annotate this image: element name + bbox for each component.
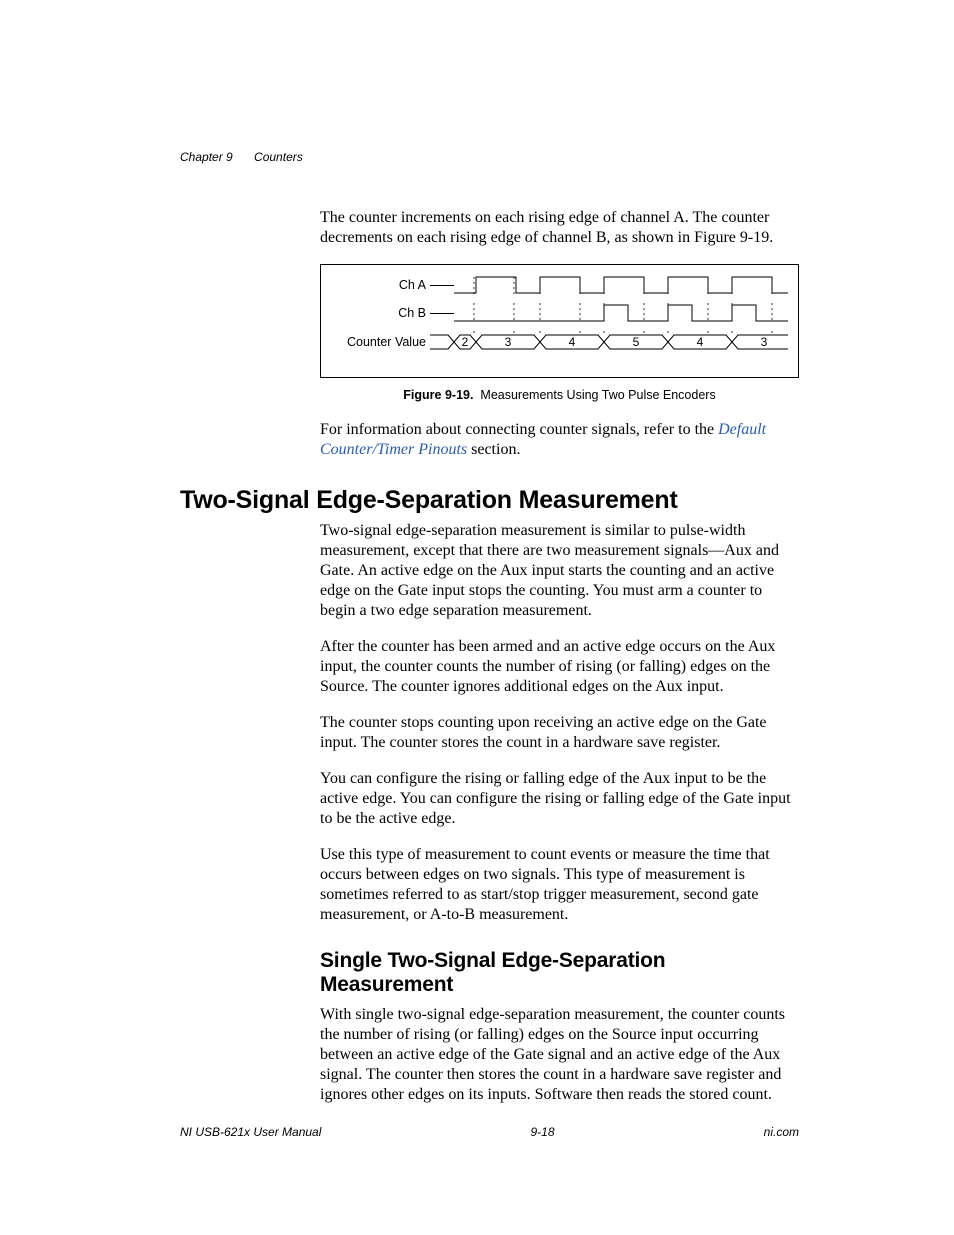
page-footer: NI USB-621x User Manual 9-18 ni.com (180, 1125, 799, 1139)
figure-9-19: Ch A Ch B Counter Value 2345434 (320, 264, 799, 378)
figure-caption: Figure 9-19. Measurements Using Two Puls… (320, 388, 799, 402)
figure-row-counter: Counter Value 2345434 (331, 331, 788, 353)
ch-b-waveform (454, 303, 788, 323)
intro-paragraph: The counter increments on each rising ed… (320, 208, 799, 248)
svg-text:4: 4 (569, 335, 576, 349)
paragraph-3: The counter stops counting upon receivin… (320, 713, 799, 753)
svg-text:5: 5 (633, 335, 640, 349)
paragraph-6: With single two-signal edge-separation m… (320, 1005, 799, 1105)
paragraph-4: You can configure the rising or falling … (320, 769, 799, 829)
counter-label: Counter Value (331, 335, 430, 349)
ch-b-label: Ch B (331, 306, 430, 320)
paragraph-1: Two-signal edge-separation measurement i… (320, 521, 799, 621)
svg-text:4: 4 (697, 335, 704, 349)
paragraph-2: After the counter has been armed and an … (320, 637, 799, 697)
footer-center: 9-18 (531, 1125, 555, 1139)
page: Chapter 9 Counters The counter increment… (0, 0, 954, 1235)
svg-text:2: 2 (462, 335, 469, 349)
ch-a-label: Ch A (331, 278, 430, 292)
chapter-title: Counters (254, 150, 303, 164)
counter-value-waveform: 2345434 (430, 331, 788, 353)
running-header: Chapter 9 Counters (180, 150, 799, 164)
section-heading: Two-Signal Edge-Separation Measurement (180, 486, 799, 515)
ref-text-a: For information about connecting counter… (320, 421, 718, 438)
content: The counter increments on each rising ed… (320, 208, 799, 1105)
figure-row-ch-b: Ch B (331, 303, 788, 323)
footer-left: NI USB-621x User Manual (180, 1125, 321, 1139)
figure-caption-text: Measurements Using Two Pulse Encoders (480, 388, 715, 402)
subsection-heading: Single Two-Signal Edge-Separation Measur… (320, 949, 799, 997)
footer-right: ni.com (764, 1125, 799, 1139)
ref-text-b: section. (467, 441, 520, 458)
figure-row-ch-a: Ch A (331, 275, 788, 295)
dashed-guides (450, 367, 832, 368)
ch-a-waveform (454, 275, 788, 295)
figure-caption-number: Figure 9-19. (403, 388, 473, 402)
lead-line (430, 313, 454, 314)
lead-line (430, 285, 454, 286)
svg-text:3: 3 (505, 335, 512, 349)
svg-text:3: 3 (761, 335, 768, 349)
reference-paragraph: For information about connecting counter… (320, 420, 799, 460)
paragraph-5: Use this type of measurement to count ev… (320, 845, 799, 925)
chapter-label: Chapter 9 (180, 150, 233, 164)
